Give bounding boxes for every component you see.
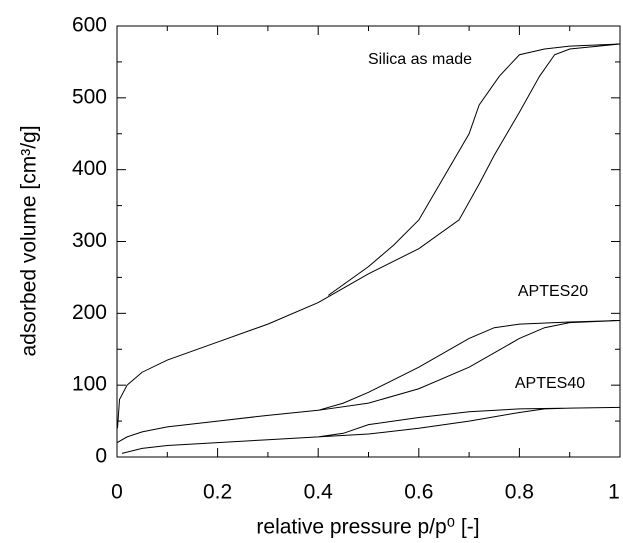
series-label: Silica as made	[368, 51, 472, 68]
isotherm-line	[121, 406, 621, 454]
x-tick-label: 0	[111, 481, 123, 504]
y-tick-label: 300	[72, 229, 107, 252]
y-tick-label: 100	[72, 373, 107, 396]
series-label: APTES20	[518, 283, 588, 300]
isotherm-line	[117, 43, 621, 429]
x-tick-label: 0.2	[203, 481, 232, 504]
x-axis-title: relative pressure p/p⁰ [-]	[256, 516, 479, 539]
y-axis-title: adsorbed volume [cm³/g]	[18, 125, 41, 356]
y-tick-label: 200	[72, 301, 107, 324]
x-tick-label: 1	[608, 481, 620, 504]
x-tick-label: 0.8	[505, 481, 534, 504]
y-tick-label: 600	[72, 14, 107, 37]
x-tick-label: 0.4	[304, 481, 334, 504]
isotherm-line	[116, 320, 621, 444]
series-label: APTES40	[515, 375, 585, 392]
y-tick-label: 500	[72, 85, 107, 108]
x-tick-label: 0.6	[404, 481, 433, 504]
y-tick-label: 0	[95, 445, 107, 468]
y-tick-label: 400	[72, 157, 107, 180]
